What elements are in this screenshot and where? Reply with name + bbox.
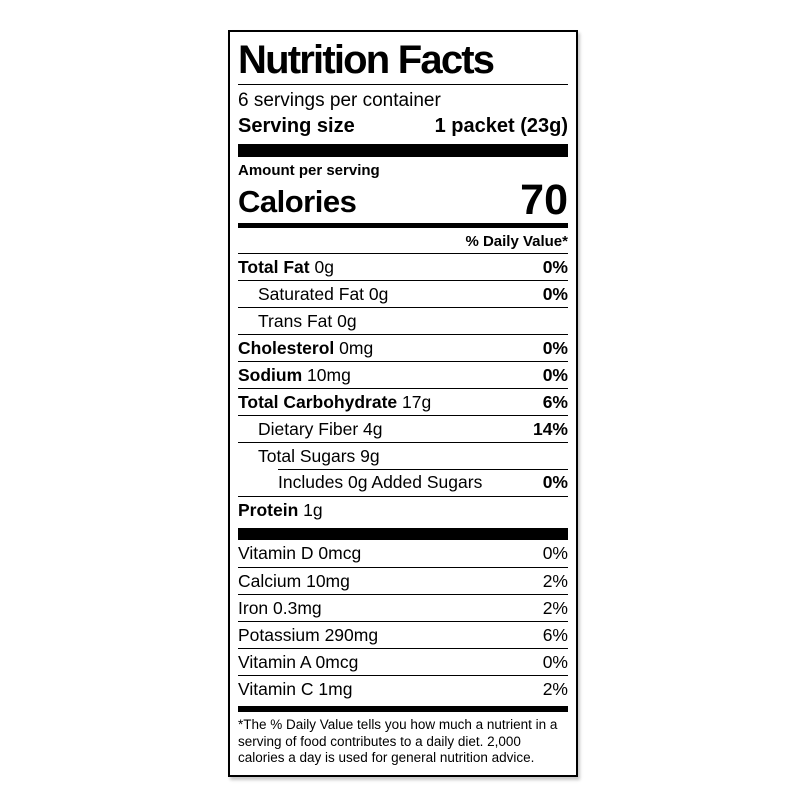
- nutrient-row: Sodium 10mg 0%: [238, 361, 568, 388]
- thick-divider-bar-2: [238, 528, 568, 540]
- nutrient-amount: 1g: [298, 499, 323, 520]
- daily-value-percent: 6%: [542, 624, 568, 645]
- nutrient-row: Vitamin C 1mg 2%: [238, 675, 568, 702]
- daily-value-percent: 0%: [542, 472, 568, 492]
- nutrient-amount: 0g: [309, 256, 334, 277]
- nutrient-row: Iron 0.3mg 2%: [238, 594, 568, 621]
- nutrient-row: Vitamin A 0mcg 0%: [238, 648, 568, 675]
- nutrient-row: Total Fat 0g 0%: [238, 253, 568, 280]
- nutrient-name-amount: Calcium 10mg: [238, 571, 350, 592]
- nutrient-amount: 290mg: [319, 624, 379, 645]
- title-divider: [238, 84, 568, 85]
- nutrient-name-amount: Total Carbohydrate 17g: [238, 392, 431, 413]
- nutrient-row: Dietary Fiber 4g 14%: [238, 415, 568, 442]
- nutrient-amount: 0mg: [334, 337, 374, 358]
- nutrient-amount: 9g: [355, 445, 380, 466]
- nutrient-amount: 0g: [364, 283, 389, 304]
- nutrient-amount: 10mg: [301, 570, 350, 591]
- daily-value-percent: 0%: [542, 543, 568, 563]
- nutrition-facts-label: Nutrition Facts 6 servings per container…: [228, 30, 578, 777]
- nutrient-name-amount: Vitamin C 1mg: [238, 679, 352, 700]
- nutrient-row: Vitamin D 0mcg 0%: [238, 540, 568, 567]
- nutrient-name-amount: Cholesterol 0mg: [238, 338, 373, 359]
- thick-divider-bar: [238, 144, 568, 157]
- nutrient-name-amount: Total Fat 0g: [238, 257, 334, 278]
- nutrient-name: Cholesterol: [238, 337, 335, 358]
- amount-per-serving-label: Amount per serving: [238, 162, 380, 179]
- nutrient-name: Vitamin A: [238, 651, 311, 672]
- nutrient-amount: 0mcg: [310, 651, 359, 672]
- nutrient-name: Total Carbohydrate: [238, 391, 398, 412]
- nutrient-amount: 10mg: [302, 364, 351, 385]
- nutrient-row: Trans Fat 0g: [238, 307, 568, 334]
- daily-value-percent: 0%: [542, 337, 568, 358]
- nutrient-row: Cholesterol 0mg 0%: [238, 334, 568, 361]
- nutrient-amount: 0mcg: [313, 543, 362, 563]
- nutrient-name: Sodium: [238, 364, 303, 385]
- nutrient-name: Protein: [238, 499, 299, 520]
- calories-value: 70: [520, 176, 568, 224]
- footer-divider-bar: [238, 706, 568, 712]
- nutrient-name: Calcium: [238, 570, 302, 591]
- nutrient-name-amount: Vitamin A 0mcg: [238, 652, 358, 673]
- calories-row: Calories 70: [238, 176, 568, 224]
- daily-value-percent: 2%: [542, 570, 568, 591]
- nutrient-name: Total Fat: [238, 256, 310, 277]
- nutrient-row: Calcium 10mg 2%: [238, 567, 568, 594]
- nutrient-amount: 0.3mg: [268, 597, 322, 618]
- nutrient-row: Includes 0g Added Sugars 0%: [238, 469, 568, 496]
- nutrient-name-amount: Includes 0g Added Sugars: [278, 472, 482, 493]
- nutrient-amount: 0g: [332, 310, 357, 331]
- daily-value-percent: 0%: [542, 283, 568, 304]
- daily-value-header: % Daily Value*: [465, 233, 568, 250]
- nutrient-row: Saturated Fat 0g 0%: [238, 280, 568, 307]
- serving-size-value: 1 packet (23g): [434, 115, 568, 137]
- nutrient-name-amount: Saturated Fat 0g: [258, 284, 388, 305]
- nutrient-row: Total Carbohydrate 17g 6%: [238, 388, 568, 415]
- nutrient-amount: 4g: [358, 418, 383, 439]
- serving-size-row: Serving size 1 packet (23g): [238, 113, 568, 139]
- daily-value-percent: 2%: [542, 597, 568, 618]
- daily-value-footnote: *The % Daily Value tells you how much a …: [238, 717, 558, 765]
- daily-value-percent: 0%: [542, 651, 568, 672]
- serving-size-label: Serving size: [238, 115, 355, 137]
- servings-per-container: 6 servings per container: [238, 90, 441, 111]
- nutrient-name-amount: Trans Fat 0g: [258, 311, 357, 332]
- nutrient-row: Protein 1g: [238, 496, 568, 523]
- nutrient-rows: Total Fat 0g 0% Saturated Fat 0g 0% Trans Fa…: [238, 253, 568, 523]
- nutrient-amount: 17g: [397, 391, 432, 412]
- daily-value-percent: 14%: [532, 418, 568, 439]
- nutrient-name-amount: Protein 1g: [238, 500, 323, 521]
- nutrient-name: Iron: [238, 597, 269, 618]
- nutrient-name-amount: Iron 0.3mg: [238, 598, 322, 619]
- nutrient-name: Vitamin D: [238, 543, 314, 563]
- nutrient-name: Dietary Fiber: [258, 418, 359, 439]
- nutrient-name: Saturated Fat: [258, 283, 365, 304]
- nutrient-name-amount: Sodium 10mg: [238, 365, 351, 386]
- micronutrient-rows: Vitamin D 0mcg 0% Calcium 10mg 2% Iron 0.3mg…: [238, 540, 568, 702]
- daily-value-percent: 0%: [542, 256, 568, 277]
- nutrient-name: Potassium: [238, 624, 320, 645]
- nutrient-name-amount: Dietary Fiber 4g: [258, 419, 383, 440]
- nutrient-name: Includes 0g Added Sugars: [278, 472, 483, 492]
- nutrient-row: Potassium 290mg 6%: [238, 621, 568, 648]
- nutrient-name-amount: Total Sugars 9g: [258, 446, 380, 467]
- daily-value-percent: 6%: [542, 391, 568, 412]
- nutrient-name: Total Sugars: [258, 445, 356, 466]
- calories-label: Calories: [238, 184, 357, 219]
- medium-divider-bar: [238, 223, 568, 228]
- daily-value-percent: 2%: [542, 678, 568, 699]
- nutrient-name: Trans Fat: [258, 310, 333, 331]
- nutrient-name: Vitamin C: [238, 678, 314, 699]
- daily-value-percent: 0%: [542, 364, 568, 385]
- nutrient-name-amount: Potassium 290mg: [238, 625, 378, 646]
- nutrient-amount: 1mg: [313, 678, 353, 699]
- label-title: Nutrition Facts: [238, 38, 495, 82]
- nutrient-name-amount: Vitamin D 0mcg: [238, 543, 361, 564]
- nutrient-row: Total Sugars 9g: [238, 442, 568, 469]
